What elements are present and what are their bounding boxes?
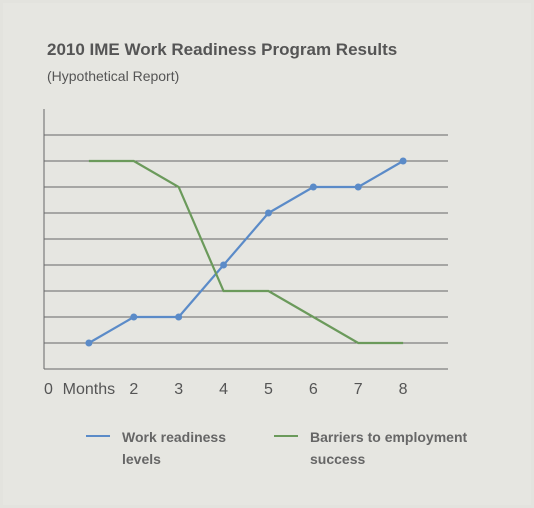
x-tick-label: 8 [399, 381, 408, 398]
chart: 2010 IME Work Readiness Program Results … [43, 40, 448, 398]
data-point [309, 183, 317, 191]
data-point [354, 183, 362, 191]
series-line [88, 160, 404, 344]
data-point [85, 339, 93, 347]
x-tick-label: 6 [309, 381, 318, 398]
data-point [130, 313, 138, 321]
data-point [264, 209, 272, 217]
data-point [399, 157, 407, 165]
x-tick-label: Months [63, 381, 115, 398]
chart-title: 2010 IME Work Readiness Program Results [47, 40, 397, 59]
x-tick-label: 7 [354, 381, 363, 398]
legend-label: Work readiness levels [122, 429, 227, 467]
data-point [220, 261, 228, 269]
data-point [175, 313, 183, 321]
legend-item: Barriers to employment success [274, 426, 510, 470]
legend-label: Barriers to employment success [310, 429, 468, 467]
panel [3, 3, 531, 505]
x-tick-label: 3 [174, 381, 183, 398]
legend-swatch [274, 435, 298, 437]
series-line [88, 159, 404, 345]
legend-item: Work readiness levels [86, 426, 252, 470]
legend-swatch [86, 435, 110, 437]
chart-subtitle: (Hypothetical Report) [47, 68, 179, 84]
x-tick-label: 2 [129, 381, 138, 398]
x-tick-label: 5 [264, 381, 273, 398]
x-tick-label: 4 [219, 381, 228, 398]
x-tick-label: 0 [44, 381, 53, 398]
